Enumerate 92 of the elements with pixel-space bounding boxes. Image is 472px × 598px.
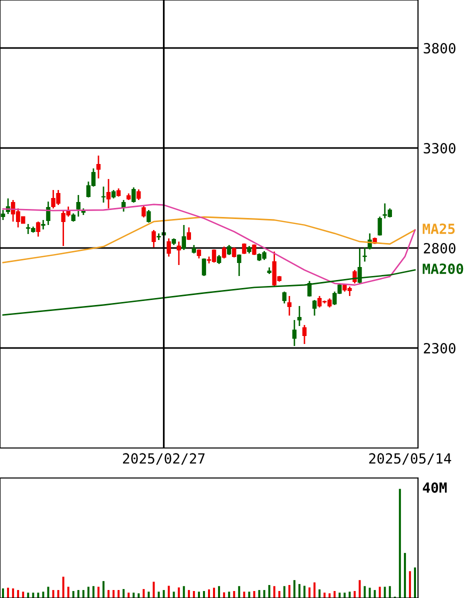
- bar: [102, 581, 104, 598]
- bar: [37, 592, 40, 598]
- bar: [298, 584, 300, 598]
- bar: [118, 590, 120, 598]
- bar: [112, 590, 115, 598]
- bar: [198, 592, 200, 598]
- bar: [414, 567, 416, 598]
- x-tick-label: 2025/05/14: [369, 453, 452, 465]
- bar: [308, 587, 310, 598]
- text: 40M: [422, 482, 447, 493]
- bar: [57, 590, 60, 598]
- bar: [228, 592, 230, 598]
- bar: [92, 586, 94, 598]
- bar: [108, 590, 110, 598]
- bar: [158, 592, 160, 598]
- bar: [334, 591, 336, 598]
- bar: [27, 592, 30, 598]
- bar: [152, 582, 155, 598]
- bar: [168, 586, 170, 598]
- bar: [358, 580, 361, 598]
- bar: [288, 585, 290, 598]
- bar: [213, 588, 216, 598]
- bar: [404, 552, 406, 598]
- bar: [314, 582, 316, 598]
- bar: [253, 591, 256, 598]
- bar: [318, 589, 321, 598]
- bar: [338, 592, 341, 598]
- bar: [378, 586, 381, 598]
- bar: [243, 592, 246, 598]
- bar: [162, 590, 165, 598]
- bar: [87, 586, 90, 598]
- bar: [142, 589, 145, 598]
- bar: [32, 592, 34, 598]
- bar: [172, 592, 175, 598]
- bar: [132, 592, 135, 598]
- bar: [268, 585, 270, 598]
- bar: [62, 576, 64, 598]
- bar: [368, 588, 371, 598]
- bar: [364, 586, 366, 598]
- line-series: [2, 204, 416, 286]
- bar: [283, 586, 286, 598]
- candlestick: [156, 232, 161, 241]
- bar: [178, 587, 180, 598]
- bar: [12, 588, 14, 598]
- bar: [348, 592, 351, 598]
- bar: [22, 592, 24, 598]
- y-tick-label: 2800: [424, 243, 456, 254]
- bar: [192, 591, 195, 598]
- bar: [82, 590, 84, 598]
- bar: [354, 591, 356, 598]
- bar: [128, 592, 130, 598]
- bar: [278, 591, 280, 598]
- bar: [384, 586, 386, 598]
- bar: [52, 590, 54, 598]
- bar: [188, 590, 190, 598]
- bar: [344, 592, 346, 598]
- bar: [97, 586, 100, 598]
- bar: [122, 589, 125, 598]
- series-label: MA200: [422, 264, 464, 274]
- bar: [303, 586, 306, 598]
- bar: [42, 592, 44, 598]
- bar: [47, 586, 50, 598]
- bar: [218, 586, 220, 598]
- series-label: MA25: [422, 224, 455, 234]
- y-tick-label: 3800: [424, 43, 456, 54]
- bar: [273, 586, 276, 598]
- bar: [263, 590, 266, 598]
- bar: [408, 571, 411, 598]
- bar: [67, 586, 70, 598]
- bar: [182, 586, 185, 598]
- bar: [293, 580, 296, 598]
- candlestick: [362, 246, 367, 262]
- bar: [2, 588, 4, 598]
- bar: [258, 590, 260, 598]
- bar: [374, 590, 376, 598]
- bar: [398, 488, 401, 598]
- bar: [72, 591, 74, 598]
- y-tick-label: 3300: [424, 143, 456, 154]
- bar: [238, 586, 240, 598]
- bar: [248, 592, 250, 598]
- bar: [208, 589, 210, 598]
- bar: [388, 586, 391, 598]
- bar: [233, 591, 236, 598]
- bar: [148, 592, 150, 598]
- bar: [324, 592, 326, 598]
- x-tick-label: 2025/02/27: [123, 453, 205, 465]
- bar: [202, 591, 205, 598]
- bar: [77, 590, 80, 598]
- bar: [17, 590, 20, 598]
- y-tick-label: 2300: [424, 343, 456, 354]
- bar: [7, 588, 10, 598]
- line-series: [2, 216, 416, 264]
